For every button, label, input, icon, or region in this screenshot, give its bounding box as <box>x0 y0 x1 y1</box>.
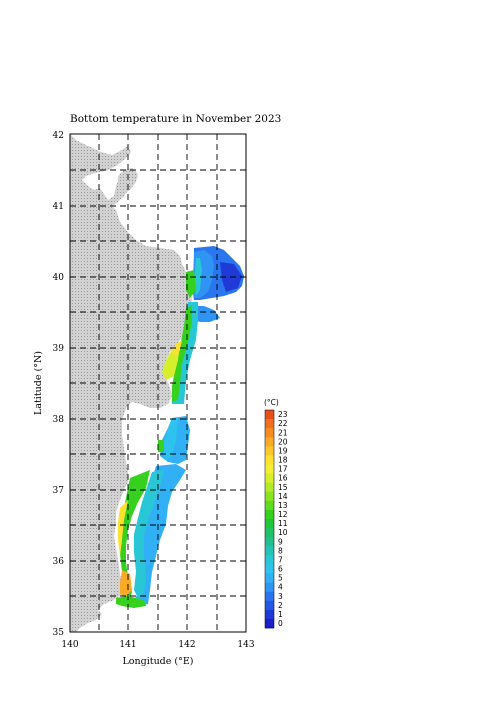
colorbar-unit: (°C) <box>264 398 279 407</box>
region-fukushima-warm <box>158 440 164 452</box>
colorbar-tick-label: 7 <box>278 555 283 564</box>
colorbar-tick-label: 13 <box>278 501 288 510</box>
x-tick-label: 141 <box>119 640 136 650</box>
colorbar-tick-label: 3 <box>278 592 283 601</box>
region-sanriku-north <box>194 306 220 322</box>
plot-frame <box>69 133 247 633</box>
colorbar-tick-label: 23 <box>278 410 288 419</box>
region-boso-tip <box>116 596 146 608</box>
colorbar-swatch <box>265 591 274 602</box>
colorbar-tick-label: 14 <box>278 492 288 501</box>
colorbar-swatch <box>265 464 274 474</box>
region-shimokita-coast <box>194 258 202 296</box>
x-tick-label: 143 <box>237 640 254 650</box>
colorbar-tick-label: 12 <box>278 510 288 519</box>
colorbar-tick-label: 6 <box>278 565 283 574</box>
colorbar-tick-label: 5 <box>278 574 283 583</box>
region-ibaraki-mid <box>134 470 164 598</box>
y-tick-label: 39 <box>53 344 65 354</box>
y-tick-label: 38 <box>53 415 65 425</box>
colorbar-swatch <box>265 609 274 620</box>
region-sanriku-coast2 <box>172 340 182 356</box>
colorbar-swatch <box>265 564 274 574</box>
colorbar-swatch <box>265 519 274 529</box>
colorbar-tick-label: 15 <box>278 483 288 492</box>
colorbar-tick-label: 0 <box>278 619 283 628</box>
colorbar-tick-label: 9 <box>278 537 283 546</box>
x-axis-title: Longitude (°E) <box>122 656 193 667</box>
region-fukushima-coast <box>162 418 178 460</box>
colorbar-swatch <box>265 537 274 547</box>
colorbar-swatches <box>265 410 274 629</box>
colorbar: (°C) 23222120191817161514131211109876543… <box>264 398 288 629</box>
x-tick-label: 142 <box>178 640 195 650</box>
y-axis-title: Latitude (°N) <box>33 351 44 415</box>
colorbar-swatch <box>265 500 274 511</box>
colorbar-swatch <box>265 446 274 456</box>
colorbar-tick-label: 2 <box>278 601 283 610</box>
colorbar-swatch <box>265 509 274 520</box>
colorbar-tick-label: 22 <box>278 419 288 428</box>
colorbar-swatch <box>265 573 274 583</box>
island-patch <box>118 168 138 194</box>
colorbar-tick-label: 1 <box>278 610 283 619</box>
colorbar-swatch <box>265 419 274 429</box>
region-boso-warm <box>120 570 132 598</box>
x-tick-labels: 140 141 142 143 <box>61 640 254 650</box>
y-tick-label: 41 <box>53 202 64 212</box>
colorbar-swatch <box>265 555 274 565</box>
colorbar-swatch <box>265 428 274 438</box>
colorbar-swatch <box>265 528 274 538</box>
y-tick-label: 37 <box>53 486 65 496</box>
y-tick-label: 42 <box>53 131 64 141</box>
colorbar-swatch <box>265 455 274 465</box>
colorbar-swatch <box>265 546 274 556</box>
colorbar-tick-label: 11 <box>278 519 288 528</box>
y-tick-label: 36 <box>53 557 65 567</box>
colorbar-tick-label: 18 <box>278 456 288 465</box>
region-ibaraki-coast <box>118 500 128 556</box>
colorbar-swatch <box>265 437 274 447</box>
map-title: Bottom temperature in November 2023 <box>70 113 281 125</box>
colorbar-tick-label: 4 <box>278 583 283 592</box>
colorbar-swatch <box>265 473 274 483</box>
y-tick-label: 40 <box>53 273 65 283</box>
colorbar-tick-label: 17 <box>278 465 288 474</box>
y-tick-label: 35 <box>53 628 65 638</box>
colorbar-frame <box>264 409 275 629</box>
colorbar-swatch <box>265 491 274 502</box>
colorbar-swatch <box>265 582 274 592</box>
colorbar-swatch <box>265 618 274 629</box>
x-tick-label: 140 <box>61 640 78 650</box>
colorbar-tick-label: 19 <box>278 446 288 455</box>
colorbar-tick-label: 21 <box>278 428 288 437</box>
colorbar-tick-label: 20 <box>278 437 288 446</box>
colorbar-swatch <box>265 600 274 611</box>
y-tick-labels: 35 36 37 38 39 40 41 42 <box>53 131 65 638</box>
colorbar-tick-label: 8 <box>278 546 283 555</box>
colorbar-tick-label: 10 <box>278 528 288 537</box>
colorbar-swatch <box>265 410 274 420</box>
colorbar-swatch <box>265 482 274 493</box>
colorbar-tick-label: 16 <box>278 474 288 483</box>
map-grid <box>70 134 246 632</box>
